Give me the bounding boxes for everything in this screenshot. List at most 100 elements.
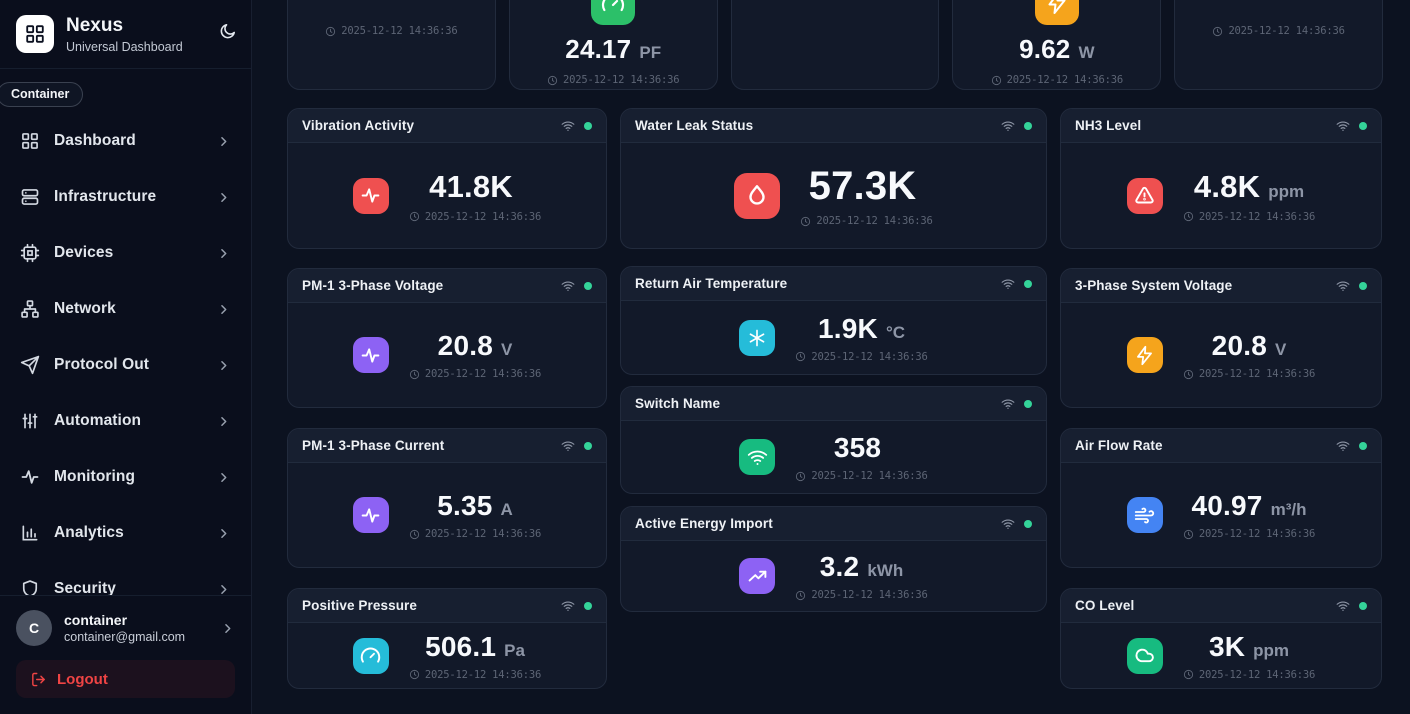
card-title: 3-Phase System Voltage — [1075, 278, 1233, 293]
card-header: NH3 Level — [1061, 109, 1381, 143]
card-status — [561, 599, 592, 613]
clock-icon — [1213, 26, 1223, 36]
dark-mode-toggle[interactable] — [218, 22, 237, 41]
metric-reading: 20.8 V 2025-12-12 14:36:36 — [409, 330, 541, 380]
metric-unit: ppm — [1253, 640, 1290, 660]
sidebar-item-analytics[interactable]: Analytics — [12, 513, 239, 553]
cpu-icon — [20, 244, 40, 263]
shield-icon — [22, 580, 38, 595]
sidebar-item-automation[interactable]: Automation — [12, 401, 239, 441]
status-dot — [584, 121, 592, 130]
sidebar-item-monitoring[interactable]: Monitoring — [12, 457, 239, 497]
app-logo — [16, 15, 54, 53]
sidebar-item-infrastructure[interactable]: Infrastructure — [12, 177, 239, 217]
metric-card-air-flow-rate: Air Flow Rate 40.97 m³/h — [1060, 428, 1382, 568]
metric-card-power: 9.62 W 2025-12-12 14:36:36 — [952, 0, 1162, 90]
activity-icon — [362, 507, 380, 523]
card-body: 41.8K 2025-12-12 14:36:36 — [288, 143, 606, 248]
metric-value: 40.97 — [1191, 490, 1263, 521]
status-dot — [1359, 281, 1367, 290]
metric-reading: 1.9K °C 2025-12-12 14:36:36 — [795, 313, 928, 363]
card-body: 57.3K 2025-12-12 14:36:36 — [621, 143, 1046, 248]
card-status — [561, 119, 592, 133]
clock-icon — [409, 369, 419, 379]
card-header: PM-1 3-Phase Current — [288, 429, 606, 463]
clock-icon — [409, 529, 419, 539]
wifi-icon — [747, 450, 767, 466]
wifi-icon — [561, 600, 575, 612]
user-panel: C container container@gmail.com Logout — [0, 595, 251, 714]
metric-reading: 41.8K 2025-12-12 14:36:36 — [409, 169, 541, 223]
logout-button[interactable]: Logout — [16, 660, 235, 698]
clock-icon — [801, 216, 811, 226]
warning-triangle-icon — [1135, 186, 1155, 204]
status-dot — [584, 601, 592, 610]
sidebar-item-devices[interactable]: Devices — [12, 233, 239, 273]
card-status — [1001, 119, 1032, 133]
card-timestamp: 2025-12-12 14:36:36 — [409, 528, 541, 540]
card-body: 1.9K °C 2025-12-12 14:36:36 — [621, 301, 1046, 374]
metric-unit: °C — [885, 322, 906, 342]
metric-card-switch-name: Switch Name 358 — [620, 386, 1047, 494]
card-timestamp: 2025-12-12 14:36:36 — [1212, 25, 1345, 37]
sidebar-item-label: Network — [54, 300, 116, 318]
card-timestamp: 2025-12-12 14:36:36 — [409, 669, 541, 681]
card-body: 3.2 kWh 2025-12-12 14:36:36 — [621, 541, 1046, 611]
card-header: PM-1 3-Phase Voltage — [288, 269, 606, 303]
metric-icon-tile — [1126, 337, 1163, 373]
clock-icon — [1183, 529, 1193, 539]
sidebar-item-label: Automation — [54, 412, 142, 430]
clock-icon — [991, 75, 1001, 85]
metric-value: 41.8K — [429, 168, 513, 204]
metric-value: 20.8 — [437, 330, 493, 361]
card-status — [1001, 277, 1032, 291]
bar-chart-icon — [22, 525, 38, 541]
network-icon — [21, 300, 39, 318]
sidebar-item-network[interactable]: Network — [12, 289, 239, 329]
metric-icon-tile — [1034, 0, 1079, 25]
metric-unit: kWh — [867, 561, 904, 580]
brand-header: Nexus Universal Dashboard — [0, 0, 251, 70]
metric-reading: 3.2 kWh 2025-12-12 14:36:36 — [795, 551, 928, 601]
metric-value: 5.35 — [437, 490, 493, 521]
chevron-right-icon — [221, 416, 227, 426]
metric-icon-tile — [739, 439, 776, 475]
metric-value-line: 9.62 W — [1019, 34, 1094, 65]
chevron-right-icon — [225, 623, 231, 633]
metric-unit: V — [500, 340, 513, 359]
metric-icon-tile — [591, 0, 636, 25]
metric-icon-tile — [352, 497, 389, 533]
metric-value: 9.62 — [1019, 34, 1071, 64]
sidebar-item-label: Monitoring — [54, 468, 136, 486]
logout-label: Logout — [57, 670, 108, 688]
user-name: container — [64, 612, 128, 629]
metric-card-cropped: 2025-12-12 14:36:36 — [1174, 0, 1383, 90]
card-status — [1336, 599, 1367, 613]
metric-value: 20.8 — [1211, 330, 1267, 361]
metric-unit: m³/h — [1270, 500, 1307, 519]
status-dot — [1359, 601, 1367, 610]
environment-badge: Container — [0, 82, 84, 108]
user-account-row[interactable]: C container container@gmail.com — [16, 610, 235, 646]
card-title: PM-1 3-Phase Current — [302, 438, 445, 453]
metric-grid: Vibration Activity 41.8K — [287, 108, 1383, 689]
card-timestamp: 2025-12-12 14:36:36 — [325, 25, 458, 37]
status-dot — [1024, 399, 1032, 408]
sidebar-item-dashboard[interactable]: Dashboard — [12, 121, 239, 161]
sidebar-item-protocol-out[interactable]: Protocol Out — [12, 345, 239, 385]
metric-icon-tile — [739, 558, 776, 594]
card-status — [1001, 517, 1032, 531]
sidebar-item-label: Security — [54, 580, 116, 595]
card-body: 20.8 V 2025-12-12 14:36:36 — [1061, 303, 1381, 407]
metric-unit: PF — [639, 43, 662, 62]
sidebar-item-security[interactable]: Security — [12, 569, 239, 595]
card-status — [1001, 397, 1032, 411]
card-title: CO Level — [1075, 598, 1135, 613]
status-dot — [1024, 279, 1032, 288]
activity-icon — [362, 188, 380, 203]
status-dot — [584, 441, 592, 450]
card-body: 3K ppm 2025-12-12 14:36:36 — [1061, 623, 1381, 688]
card-title: Air Flow Rate — [1075, 438, 1163, 453]
card-timestamp: 2025-12-12 14:36:36 — [1183, 368, 1315, 380]
